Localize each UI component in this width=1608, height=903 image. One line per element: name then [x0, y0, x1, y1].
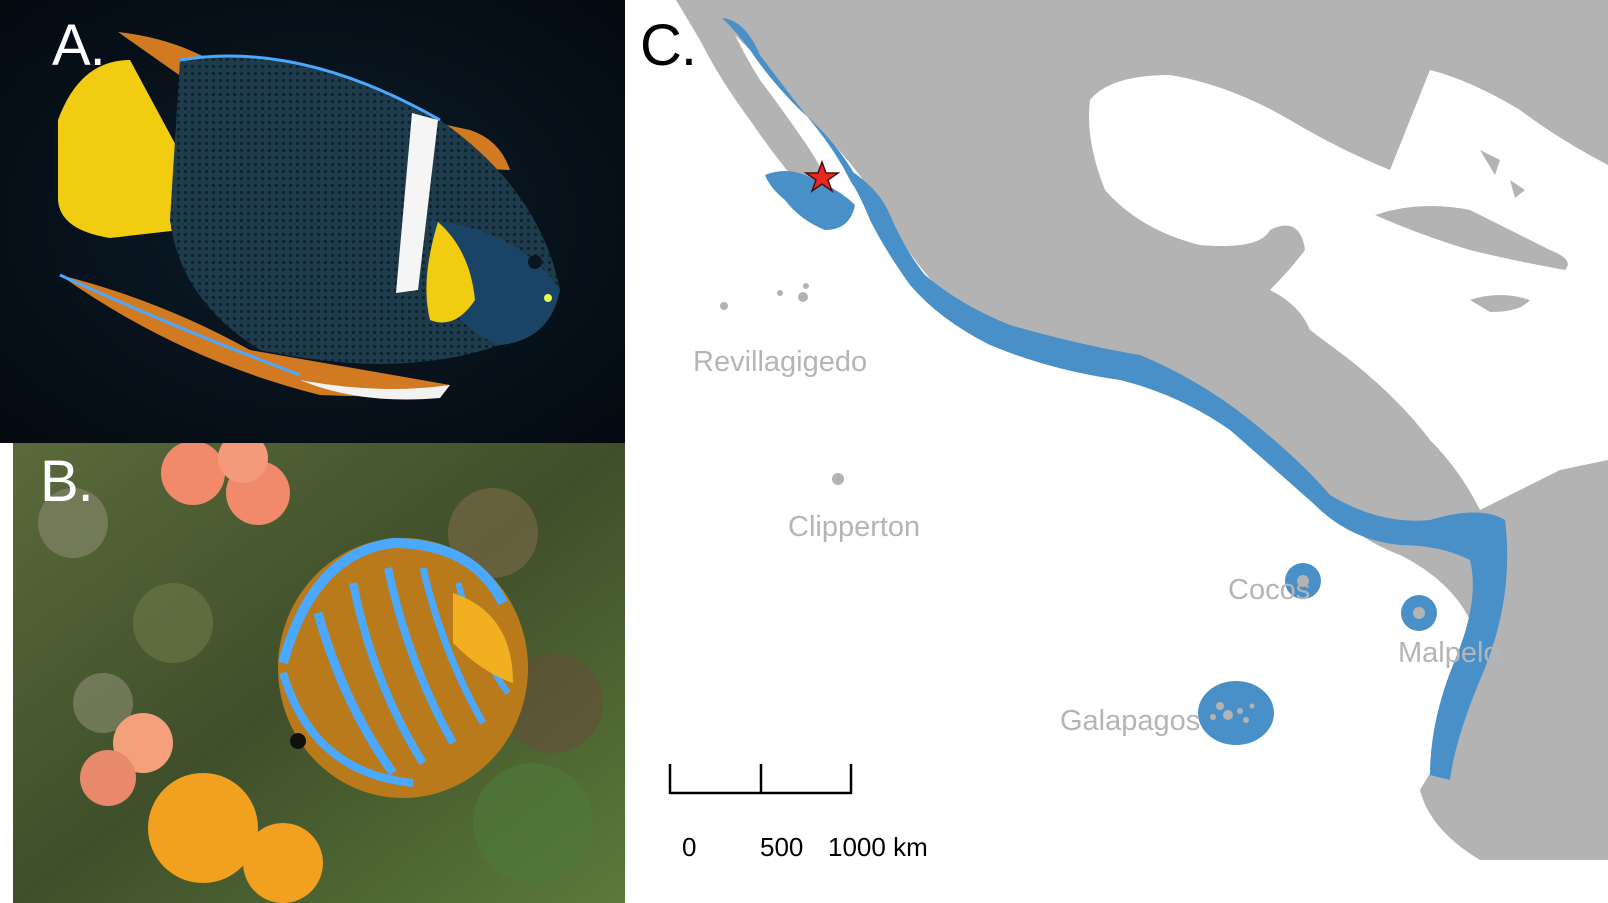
island-revillagigedo-1	[720, 302, 728, 310]
range-galapagos	[1198, 681, 1274, 745]
landmass-bahamas	[1480, 150, 1525, 198]
distribution-map	[632, 0, 1608, 903]
panel-label-b: B.	[40, 449, 94, 514]
landmass-cuba	[1375, 206, 1568, 270]
island-malpelo	[1413, 607, 1425, 619]
star-icon	[803, 159, 841, 193]
panel-label-a: A.	[52, 13, 106, 78]
juvenile-angelfish-illustration	[13, 443, 625, 903]
species-range-cabo	[765, 171, 855, 230]
scale-label-0: 0	[682, 832, 697, 862]
photo-juvenile-angelfish	[13, 443, 625, 903]
island-revillagigedo-3	[798, 292, 808, 302]
islands-galapagos	[1210, 702, 1255, 723]
label-cocos: Cocos	[1228, 574, 1311, 606]
scale-label-1000: 1000 km	[828, 832, 928, 862]
landmass-north-america	[676, 0, 1608, 860]
island-revillagigedo-2	[777, 290, 783, 296]
label-revillagigedo: Revillagigedo	[693, 346, 868, 378]
photo-adult-angelfish	[0, 0, 625, 443]
panel-label-c: C.	[640, 13, 697, 78]
species-range-mainland-coast	[850, 170, 1508, 780]
landmass-hispaniola	[1470, 295, 1530, 312]
label-clipperton: Clipperton	[788, 511, 921, 543]
scale-label-500: 500	[760, 832, 804, 862]
landmass-baja	[676, 0, 830, 205]
label-galapagos: Galapagos	[1060, 705, 1201, 737]
island-clipperton	[832, 473, 844, 485]
island-cocos	[1297, 575, 1309, 587]
label-malpelo: Malpelo	[1398, 637, 1500, 669]
scale-bar	[668, 764, 853, 795]
island-revillagigedo-4	[803, 283, 809, 289]
adult-angelfish-illustration	[0, 0, 625, 443]
map-canvas	[632, 0, 1608, 903]
